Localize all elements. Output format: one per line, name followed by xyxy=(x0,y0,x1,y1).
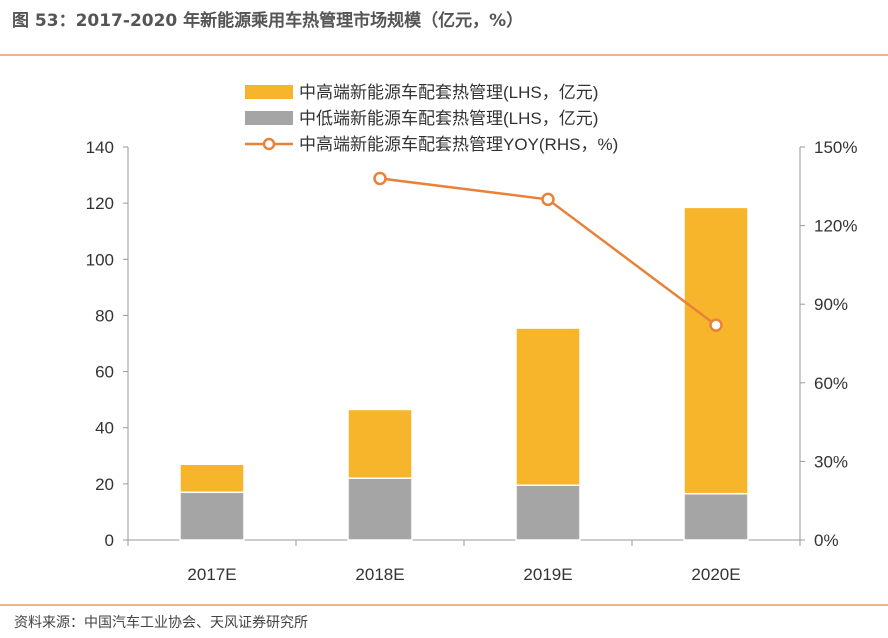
bar-high-end xyxy=(347,408,413,479)
legend-swatch xyxy=(245,85,293,99)
left-tick-label: 140 xyxy=(86,138,114,157)
yoy-point xyxy=(709,318,723,332)
x-tick-label: 2020E xyxy=(691,565,740,584)
left-tick-label: 60 xyxy=(95,363,114,382)
legend-label: 中高端新能源车配套热管理(LHS，亿元) xyxy=(299,83,598,102)
left-tick-label: 80 xyxy=(95,306,114,325)
right-tick-label: 150% xyxy=(814,138,857,157)
right-tick-label: 30% xyxy=(814,452,848,471)
source-note: 资料来源：中国汽车工业协会、天风证券研究所 xyxy=(14,615,308,631)
left-tick-label: 40 xyxy=(95,419,114,438)
bar-high-end xyxy=(515,327,581,487)
legend-label: 中高端新能源车配套热管理YOY(RHS，%) xyxy=(299,135,618,154)
footer-divider xyxy=(0,604,888,606)
bar-low-end xyxy=(683,492,749,541)
bar-low-end xyxy=(515,484,581,541)
left-tick-label: 0 xyxy=(105,531,114,550)
right-tick-label: 120% xyxy=(814,217,857,236)
x-tick-label: 2017E xyxy=(187,565,236,584)
x-tick-label: 2018E xyxy=(355,565,404,584)
bar-high-end xyxy=(683,206,749,495)
left-tick-label: 20 xyxy=(95,475,114,494)
legend-marker xyxy=(262,137,276,151)
right-tick-label: 60% xyxy=(814,374,848,393)
legend-label: 中低端新能源车配套热管理(LHS，亿元) xyxy=(299,109,598,128)
bar-high-end xyxy=(179,463,245,494)
left-tick-label: 100 xyxy=(86,250,114,269)
right-tick-label: 90% xyxy=(814,295,848,314)
title-divider xyxy=(0,54,888,56)
yoy-point xyxy=(541,192,555,207)
bar-low-end xyxy=(179,491,245,541)
x-tick-label: 2019E xyxy=(523,565,572,584)
legend-swatch xyxy=(245,111,293,125)
chart-title: 图 53：2017-2020 年新能源乘用车热管理市场规模（亿元，%） xyxy=(12,11,524,31)
right-tick-label: 0% xyxy=(814,531,839,550)
yoy-point xyxy=(373,171,387,186)
bar-low-end xyxy=(347,477,413,541)
left-tick-label: 120 xyxy=(86,194,114,213)
